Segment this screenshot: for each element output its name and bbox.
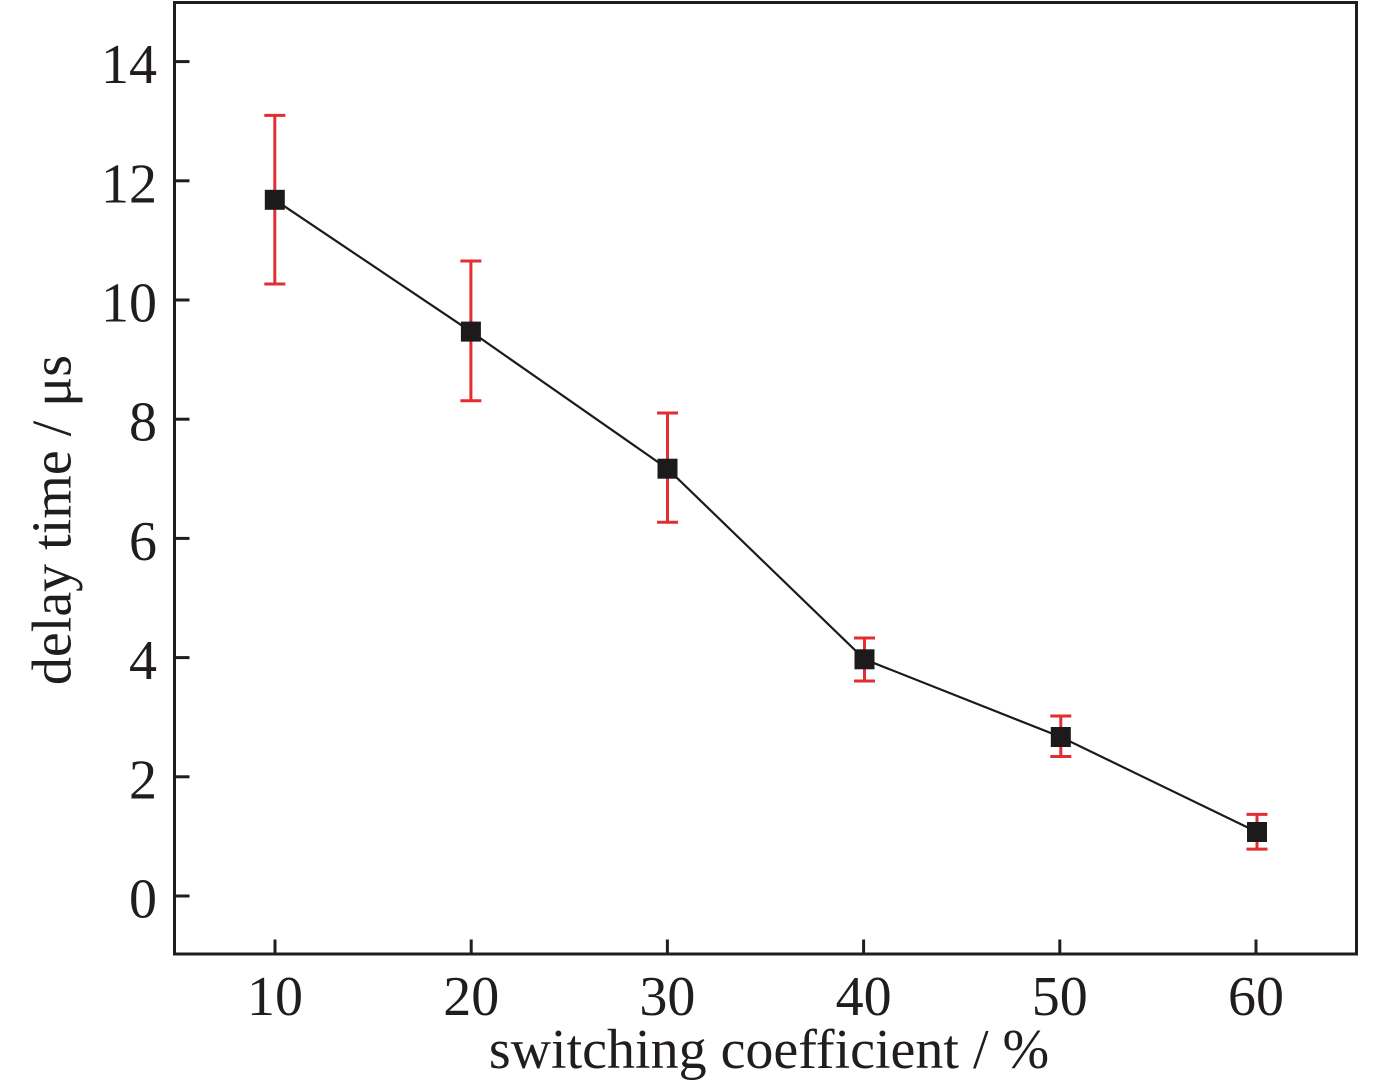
svg-text:60: 60 — [1228, 966, 1284, 1028]
svg-text:14: 14 — [101, 34, 157, 96]
svg-text:0: 0 — [129, 869, 157, 931]
svg-text:10: 10 — [101, 273, 157, 335]
svg-text:switching coefficient / %: switching coefficient / % — [489, 1019, 1049, 1081]
svg-text:50: 50 — [1032, 966, 1088, 1028]
svg-text:2: 2 — [129, 749, 157, 811]
svg-text:8: 8 — [129, 392, 157, 454]
svg-text:10: 10 — [247, 966, 303, 1028]
svg-text:6: 6 — [129, 511, 157, 573]
svg-text:40: 40 — [836, 966, 892, 1028]
svg-text:12: 12 — [101, 153, 157, 215]
svg-text:30: 30 — [639, 966, 695, 1028]
svg-text:delay time / μs: delay time / μs — [22, 355, 84, 685]
svg-text:4: 4 — [129, 630, 157, 692]
svg-text:20: 20 — [443, 966, 499, 1028]
